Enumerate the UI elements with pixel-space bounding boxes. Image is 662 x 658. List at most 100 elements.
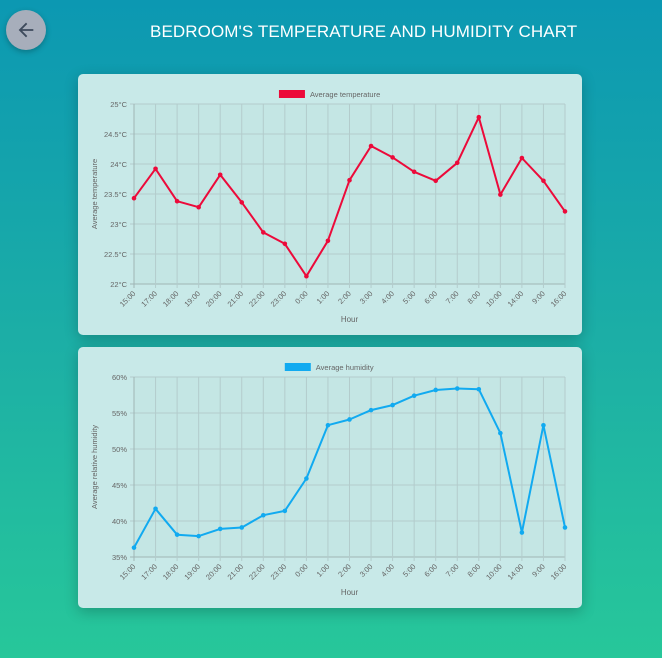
humidity-y-tick-label: 45%	[112, 481, 127, 490]
temperature-data-point	[217, 172, 223, 178]
temperature-x-tick-label: 23:00	[269, 289, 289, 309]
temperature-x-tick-label: 8:00	[466, 289, 483, 306]
humidity-data-point	[304, 476, 309, 481]
temperature-data-point	[454, 160, 460, 166]
humidity-data-point	[476, 386, 482, 392]
humidity-legend-swatch	[284, 363, 311, 371]
temperature-y-tick-label: 23.5°C	[104, 190, 128, 199]
temperature-legend-label: Average temperature	[310, 90, 380, 99]
humidity-x-tick-label: 17:00	[139, 562, 159, 582]
humidity-data-point	[282, 508, 288, 514]
humidity-y-tick-label: 50%	[112, 445, 127, 454]
temperature-x-tick-label: 22:00	[247, 289, 267, 309]
humidity-x-tick-label: 18:00	[161, 562, 181, 582]
temperature-data-point	[411, 169, 417, 175]
humidity-data-point	[239, 525, 245, 530]
humidity-x-tick-label: 3:00	[358, 562, 375, 579]
humidity-legend-label: Average humidity	[316, 363, 374, 372]
humidity-x-axis-title: Hour	[341, 588, 359, 597]
humidity-x-tick-label: 14:00	[506, 562, 526, 582]
humidity-x-tick-label: 23:00	[269, 562, 289, 582]
temperature-x-tick-label: 18:00	[161, 289, 181, 309]
temperature-data-point	[368, 143, 374, 149]
temperature-x-axis-title: Hour	[341, 315, 359, 324]
temperature-x-tick-label: 14:00	[506, 289, 526, 309]
temperature-x-tick-label: 5:00	[401, 289, 418, 306]
humidity-x-tick-label: 10:00	[484, 562, 504, 582]
humidity-data-point	[217, 526, 223, 532]
humidity-y-tick-label: 35%	[112, 553, 127, 562]
humidity-data-point	[325, 422, 331, 428]
temperature-chart-card: 22°C 22.5°C 23°C 23.5°C 24°C 24.5°C 25°C 15:00 1…	[78, 74, 582, 335]
temperature-data-point	[325, 238, 331, 244]
temperature-x-tick-label: 4:00	[379, 289, 396, 306]
humidity-x-tick-label: 7:00	[444, 562, 461, 579]
temperature-data-point	[261, 230, 266, 235]
temperature-y-tick-label: 25°C	[110, 100, 127, 109]
humidity-x-tick-label: 15:00	[118, 562, 138, 582]
temperature-y-tick-label: 24.5°C	[104, 130, 128, 139]
humidity-x-tick-label: 0:00	[293, 562, 310, 579]
temperature-x-tick-label: 6:00	[422, 289, 439, 306]
humidity-x-tick-label: 21:00	[226, 562, 246, 582]
humidity-data-point	[196, 533, 201, 539]
humidity-x-tick-label: 5:00	[401, 562, 418, 579]
temperature-data-point	[433, 178, 439, 184]
temperature-x-tick-label: 21:00	[226, 289, 246, 309]
temperature-data-point	[498, 192, 503, 197]
humidity-data-point	[131, 545, 137, 550]
back-button[interactable]	[6, 10, 46, 50]
humidity-data-point	[519, 530, 525, 535]
humidity-data-point	[174, 532, 180, 537]
temperature-data-point	[519, 155, 525, 161]
humidity-chart-card: 35% 40% 45% 50% 55% 60% 15:00 17:00 18:00 19:00 20…	[78, 347, 582, 608]
temperature-data-point	[476, 114, 482, 120]
temperature-data-point	[347, 177, 352, 183]
humidity-x-tick-label: 9:00	[530, 562, 547, 579]
temperature-data-point	[541, 178, 546, 184]
temperature-x-tick-label: 10:00	[484, 289, 504, 309]
temperature-data-point	[390, 155, 395, 160]
temperature-x-tick-label: 20:00	[204, 289, 224, 309]
humidity-y-tick-label: 55%	[112, 409, 127, 418]
temperature-y-tick-label: 24°C	[110, 160, 127, 169]
temperature-chart: 22°C22.5°C23°C23.5°C24°C24.5°C25°C15:00 1…	[90, 90, 569, 324]
humidity-data-point	[562, 525, 568, 530]
temperature-x-tick-label: 7:00	[444, 289, 461, 306]
humidity-y-tick-label: 40%	[112, 517, 127, 526]
temperature-x-tick-label: 3:00	[358, 289, 375, 306]
temperature-x-tick-label: 9:00	[530, 289, 547, 306]
humidity-data-point	[498, 430, 503, 436]
humidity-data-point	[433, 387, 439, 393]
humidity-x-tick-label: 8:00	[466, 562, 483, 579]
temperature-x-tick-label: 15:00	[118, 289, 138, 309]
temperature-x-tick-label: 19:00	[182, 289, 202, 309]
humidity-data-point	[153, 506, 158, 512]
humidity-data-point	[368, 407, 374, 413]
humidity-data-point	[347, 417, 352, 422]
temperature-y-tick-label: 23°C	[110, 220, 127, 229]
temperature-legend-swatch	[278, 90, 305, 98]
humidity-x-tick-label: 16:00	[549, 562, 569, 582]
humidity-x-tick-label: 1:00	[315, 562, 332, 579]
humidity-data-point	[390, 402, 395, 408]
temperature-data-point	[153, 166, 158, 172]
temperature-data-point	[196, 204, 201, 210]
temperature-y-axis-title: Average temperature	[90, 159, 99, 229]
temperature-data-point	[304, 273, 309, 279]
humidity-x-tick-label: 4:00	[379, 562, 396, 579]
humidity-data-point	[454, 386, 460, 391]
temperature-data-point	[239, 200, 245, 205]
humidity-x-tick-label: 6:00	[422, 562, 439, 579]
humidity-y-axis-title: Average relative humidity	[90, 425, 99, 509]
humidity-chart: 35% 40% 45% 50% 55% 60% 15:00 17:00 18:00 19:00 20…	[90, 363, 569, 597]
humidity-data-point	[261, 512, 266, 518]
temperature-x-tick-label: 16:00	[549, 289, 569, 309]
temperature-y-tick-label: 22.5°C	[104, 250, 128, 259]
temperature-data-point	[562, 209, 568, 214]
humidity-x-tick-label: 19:00	[182, 562, 202, 582]
temperature-data-point	[131, 195, 137, 201]
temperature-data-point	[174, 198, 180, 204]
arrow-left-icon	[18, 22, 34, 38]
humidity-data-point	[411, 393, 417, 399]
